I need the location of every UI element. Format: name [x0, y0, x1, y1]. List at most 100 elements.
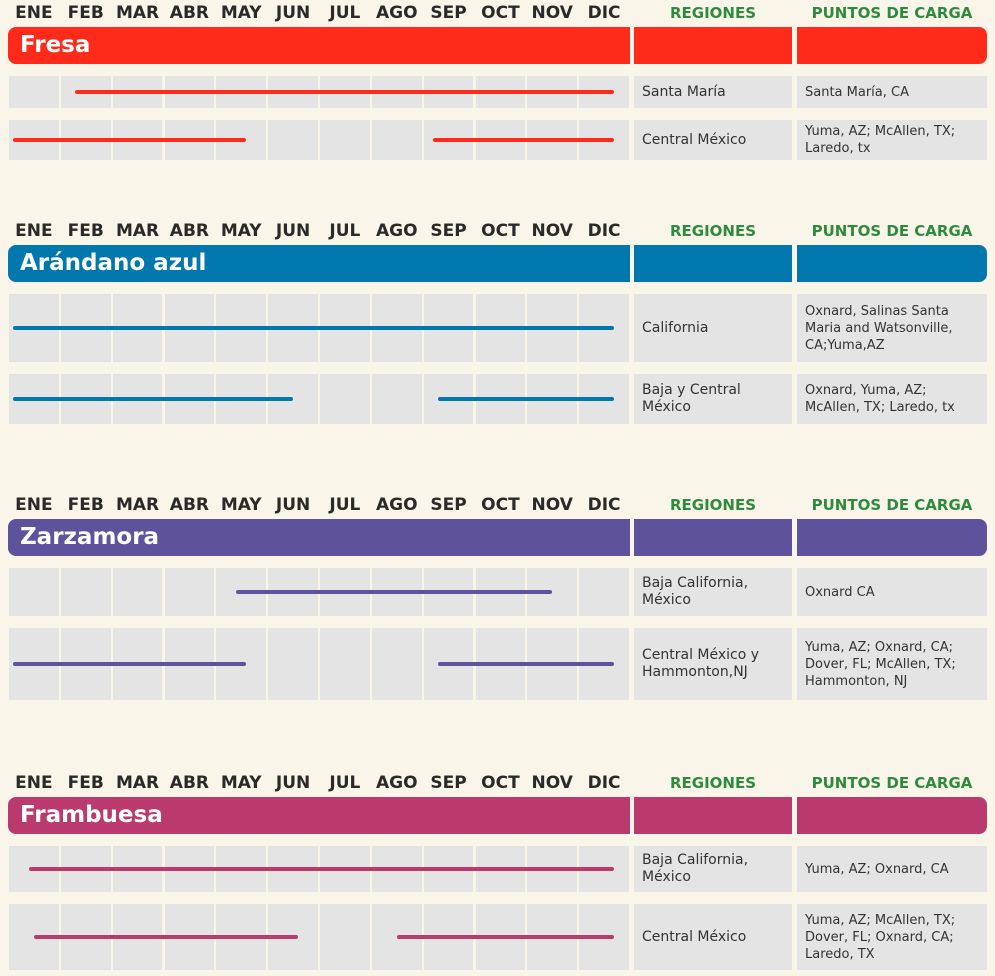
month-label: MAR: [115, 495, 160, 515]
product-name: Fresa: [20, 32, 91, 58]
month-label: SEP: [430, 495, 467, 515]
product-bar: [797, 27, 987, 64]
month-label: ENE: [15, 3, 53, 23]
region-cell: Central México: [634, 120, 792, 160]
month-label: JUL: [329, 495, 361, 515]
points-header: PUNTOS DE CARGA: [811, 496, 973, 514]
month-label: OCT: [481, 495, 520, 515]
month-cell: [371, 120, 422, 160]
product-name: Zarzamora: [20, 524, 160, 550]
month-cell: [579, 568, 629, 616]
product-bar: [8, 519, 630, 556]
month-label: NOV: [531, 221, 573, 241]
season-line: [396, 935, 615, 939]
month-label: MAY: [220, 3, 262, 23]
points-cell: Oxnard, Salinas Santa Maria and Watsonvi…: [797, 294, 987, 362]
region-cell: Central México y Hammonton,NJ: [634, 628, 792, 700]
product-bar: [8, 245, 630, 282]
month-label: JUN: [275, 495, 311, 515]
month-label: JUN: [275, 3, 311, 23]
month-label: FEB: [67, 3, 104, 23]
month-cell: [60, 568, 111, 616]
season-line: [13, 662, 247, 666]
region-cell: Baja California, México: [634, 846, 792, 892]
product-name: Frambuesa: [20, 802, 163, 828]
month-label: ABR: [169, 773, 210, 793]
month-label: ABR: [169, 3, 210, 23]
month-label: FEB: [67, 773, 104, 793]
month-label: JUL: [329, 773, 361, 793]
points-cell: Oxnard, Yuma, AZ; McAllen, TX; Laredo, t…: [797, 374, 987, 424]
points-cell: Santa María, CA: [797, 76, 987, 108]
season-line: [433, 138, 615, 142]
month-label: JUL: [329, 221, 361, 241]
season-line: [236, 590, 553, 594]
month-label: JUL: [329, 3, 361, 23]
regions-header: REGIONES: [669, 222, 757, 240]
month-label: MAR: [115, 221, 160, 241]
month-cell: [320, 904, 370, 970]
month-cell: [320, 374, 370, 424]
region-cell: Santa María: [634, 76, 792, 108]
month-cell: [320, 120, 370, 160]
season-line: [13, 326, 615, 330]
month-label: OCT: [481, 3, 520, 23]
month-cell: [371, 628, 422, 700]
month-label: ENE: [15, 495, 53, 515]
month-label: SEP: [430, 3, 467, 23]
month-label: ABR: [169, 495, 210, 515]
month-label: ABR: [169, 221, 210, 241]
month-label: AGO: [375, 495, 418, 515]
season-line: [33, 935, 299, 939]
month-cell: [112, 568, 163, 616]
points-cell: Yuma, AZ; McAllen, TX; Laredo, tx: [797, 120, 987, 160]
month-cell: [268, 120, 318, 160]
region-cell: Baja y Central México: [634, 374, 792, 424]
product-bar: [797, 245, 987, 282]
points-header: PUNTOS DE CARGA: [811, 774, 973, 792]
month-label: NOV: [531, 773, 573, 793]
points-cell: Yuma, AZ; McAllen, TX; Dover, FL; Oxnard…: [797, 904, 987, 970]
month-label: MAY: [220, 221, 262, 241]
regions-header: REGIONES: [669, 774, 757, 792]
points-cell: Yuma, AZ; Oxnard, CA: [797, 846, 987, 892]
product-bar: [634, 27, 792, 64]
points-cell: Oxnard CA: [797, 568, 987, 616]
season-line: [13, 397, 294, 401]
product-bar: [634, 519, 792, 556]
month-label: FEB: [67, 495, 104, 515]
month-cell: [9, 568, 59, 616]
season-line: [13, 138, 247, 142]
product-bar: [8, 797, 630, 834]
month-label: ENE: [15, 221, 53, 241]
month-label: DIC: [587, 3, 621, 23]
region-cell: Baja California, México: [634, 568, 792, 616]
month-label: MAR: [115, 773, 160, 793]
season-line: [75, 90, 615, 94]
product-bar: [634, 245, 792, 282]
season-line: [438, 662, 615, 666]
points-cell: Yuma, AZ; Oxnard, CA; Dover, FL; McAllen…: [797, 628, 987, 700]
month-label: SEP: [430, 221, 467, 241]
month-label: FEB: [67, 221, 104, 241]
region-cell: Central México: [634, 904, 792, 970]
month-label: ENE: [15, 773, 53, 793]
month-label: AGO: [375, 773, 418, 793]
region-cell: California: [634, 294, 792, 362]
product-bar: [797, 519, 987, 556]
month-cell: [371, 374, 422, 424]
month-cell: [320, 628, 370, 700]
month-label: MAR: [115, 3, 160, 23]
month-label: JUN: [275, 773, 311, 793]
month-label: DIC: [587, 773, 621, 793]
regions-header: REGIONES: [669, 496, 757, 514]
product-bar: [8, 27, 630, 64]
points-header: PUNTOS DE CARGA: [811, 222, 973, 240]
month-label: OCT: [481, 221, 520, 241]
month-label: OCT: [481, 773, 520, 793]
month-cell: [9, 76, 59, 108]
product-bar: [797, 797, 987, 834]
season-line: [28, 867, 615, 871]
month-label: DIC: [587, 495, 621, 515]
regions-header: REGIONES: [669, 4, 757, 22]
